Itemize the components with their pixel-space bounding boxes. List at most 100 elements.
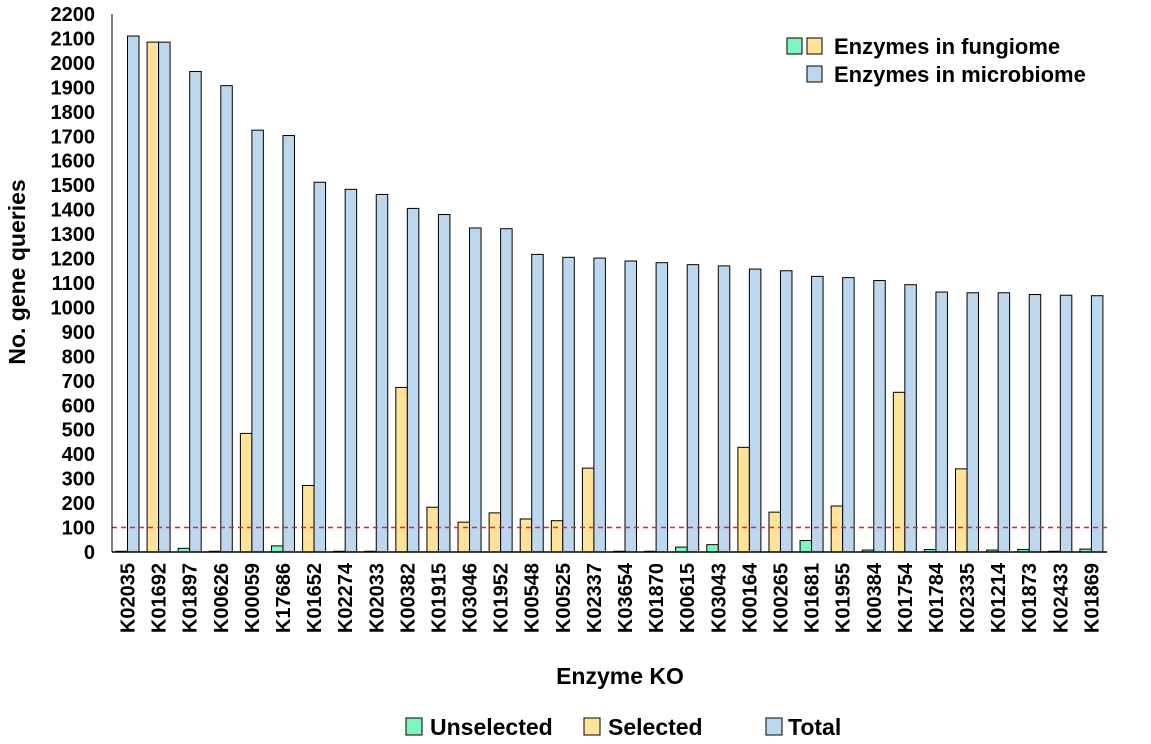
y-tick-label: 1100 [52,273,95,295]
legend-bottom-label: Total [788,714,841,740]
y-tick-label: 700 [62,371,95,393]
y-tick-label: 2000 [51,53,96,75]
x-tick-label: K01955 [833,563,855,633]
y-tick-label: 1700 [51,126,96,148]
y-tick-label: 1300 [51,224,96,246]
x-tick-label: K00384 [864,562,886,633]
y-tick-label: 1600 [51,151,96,173]
x-tick-label: K01869 [1081,563,1103,633]
x-tick-label: K00382 [397,563,419,633]
legend-top-label: Enzymes in microbiome [834,62,1086,87]
x-tick-label: K01784 [926,562,948,633]
x-tick-label: K01754 [895,562,917,633]
bar-fungiome-K00164 [737,446,750,553]
x-tick-label: K01897 [180,563,202,633]
bar-total-K00548 [531,253,544,553]
legend-bottom: Unselected Selected Total [405,714,841,740]
bar-total-K01897 [189,70,202,553]
bar-fungiome-K01652 [302,484,315,553]
bar-fungiome-K00059 [239,432,253,553]
bar-fungiome-K01915 [426,506,439,553]
y-tick-label: 400 [62,444,95,466]
legend-swatch-selected [583,717,601,736]
x-tick-label: K00265 [770,563,792,633]
legend-swatch-total [765,717,783,736]
bar-total-K02433 [1059,294,1073,553]
bar-fungiome-K01952 [488,512,502,553]
bar-fungiome-K03046 [457,521,471,553]
bar-fungiome-K00265 [768,511,781,553]
bar-fungiome-K02335 [955,468,968,553]
y-tick-label: 500 [62,420,95,442]
bar-fungiome-K01692 [146,41,160,553]
y-tick-label: 2100 [51,28,96,50]
bar-fungiome-K00525 [550,520,564,553]
x-tick-label: K01870 [646,563,668,633]
bar-total-K00265 [779,270,793,553]
x-tick-label: K00059 [242,563,264,633]
x-tick-label: K03043 [708,563,730,633]
x-tick-label: K01681 [802,563,824,633]
legend-swatch-unselected [405,717,423,736]
y-axis-label: No. gene queries [4,179,30,364]
legend-swatch-unselected [786,37,803,55]
y-tick-label: 100 [62,518,95,540]
bar-total-K00525 [562,256,575,553]
bar-total-K01214 [997,292,1011,553]
y-tick-label: 1800 [51,102,96,124]
bar-total-K00164 [748,268,762,553]
legend-swatch-total [806,65,823,83]
bar-fungiome-K01681 [799,540,813,553]
legend-bottom-label: Unselected [430,714,553,740]
x-tick-label: K17686 [273,563,295,633]
bar-total-K02337 [593,257,606,553]
legend-top-label: Enzymes in fungiome [834,34,1060,59]
bar-total-K01869 [1090,295,1104,553]
x-tick-label: K00164 [739,562,761,633]
legend-bottom-label: Selected [608,714,703,740]
bar-fungiome-K02337 [581,467,595,553]
x-tick-label: K01652 [304,563,326,633]
x-tick-label: K02274 [335,562,357,633]
y-tick-label: 600 [62,395,95,417]
bar-total-K00382 [406,207,420,553]
bar-total-K02335 [966,292,980,553]
bar-total-K01692 [158,41,171,553]
bar-total-K00384 [873,280,886,553]
bar-total-K01681 [811,275,824,553]
bar-total-K01915 [437,214,451,553]
bar-total-K17686 [282,135,295,553]
y-tick-label: 300 [62,469,95,491]
bar-fungiome-K03043 [706,544,719,553]
legend-top: Enzymes in fungiome Enzymes in microbiome [786,34,1086,87]
x-tick-label: K03046 [460,563,482,633]
bar-total-K00059 [251,129,264,553]
x-axis-tick-labels: K02035 K01692 K01897 K00626 K00059 K17686 K016… [118,562,1104,633]
x-tick-label: K02335 [957,563,979,633]
bar-total-K02035 [127,35,140,553]
x-tick-label: K03654 [615,562,637,633]
bar-total-K01754 [904,284,917,553]
bar-total-K02274 [344,188,358,553]
x-tick-label: K00525 [553,563,575,633]
bar-total-K03046 [469,227,482,553]
x-tick-label: K02337 [584,563,606,633]
y-tick-label: 1200 [51,249,96,271]
x-tick-label: K01692 [149,563,171,633]
y-tick-label: 1000 [51,297,96,319]
y-tick-label: 900 [62,322,95,344]
x-tick-label: K00548 [522,563,544,633]
bar-total-K01784 [935,291,948,553]
y-tick-label: 1500 [51,175,96,197]
y-tick-label: 1900 [51,77,96,99]
bar-fungiome-K01955 [830,505,844,553]
bar-total-K03043 [717,265,731,553]
y-tick-label: 200 [62,493,95,515]
x-tick-label: K02033 [366,563,388,633]
bar-total-K01873 [1028,293,1042,553]
bar-total-K01652 [313,181,327,553]
x-tick-label: K00615 [677,563,699,633]
bar-total-K03654 [624,260,637,553]
